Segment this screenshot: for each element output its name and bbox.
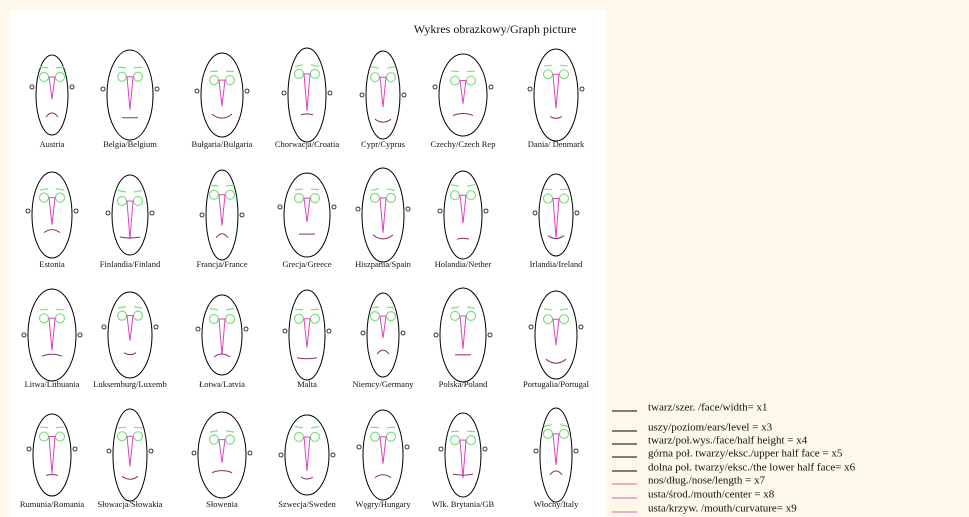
eyebrow	[295, 309, 303, 310]
eyebrow	[311, 309, 319, 310]
face-label: Polska/Poland	[439, 379, 488, 389]
face-label: Estonia	[39, 259, 65, 269]
page: {"title": "Wykres obrazkowy/Graph pictur…	[0, 0, 969, 517]
eyebrow	[118, 67, 126, 68]
eyebrow	[371, 427, 379, 428]
eyebrow	[40, 309, 48, 310]
eyebrow	[40, 427, 48, 428]
face-label: Wlk. Brytania/GB	[432, 499, 495, 509]
eyebrow	[295, 189, 303, 190]
face-label: Portugalia/Portugal	[523, 379, 590, 389]
eyebrow	[544, 65, 552, 66]
face-label: Włochy/Italy	[534, 499, 580, 509]
face-label: Belgia/Belgium	[103, 139, 157, 149]
face-label: Austria	[39, 139, 64, 149]
legend-label: uszy/poziom/ears/level = x3	[648, 422, 773, 434]
face-label: Czechy/Czech Rep	[431, 139, 496, 149]
face-label: Grecja/Greece	[282, 259, 331, 269]
eyebrow	[226, 71, 234, 72]
legend-label: twarz/szer. /face/width= x1	[648, 402, 768, 414]
face-label: Luksemburg/Luxemb	[93, 379, 167, 389]
legend-label: usta/krzyw. /mouth/curvature= x9	[648, 503, 797, 515]
eyebrow	[134, 67, 142, 68]
eyebrow	[560, 65, 568, 66]
face-label: Dania/ Denmark	[528, 139, 585, 149]
eyebrow	[118, 427, 126, 428]
eyebrow	[451, 71, 459, 72]
face-label: Słowenia	[206, 499, 238, 509]
eyebrow	[467, 71, 475, 72]
face-label: Węgry/Hungary	[355, 499, 411, 509]
eyebrow	[387, 427, 395, 428]
legend-label: dolna poł. twarzy/eksc./the lower half f…	[648, 462, 856, 474]
eyebrow	[56, 309, 64, 310]
title: Wykres obrazkowy/Graph picture	[414, 22, 577, 36]
legend-label: nos/dług./nose/length = x7	[648, 475, 766, 487]
eyebrow	[56, 427, 64, 428]
legend-label: górna poł. twarzy/eksc./upper half face …	[648, 448, 843, 460]
eyebrow	[467, 431, 475, 432]
face-label: Hiszpania/Spain	[355, 259, 411, 269]
face-label: Francja/France	[197, 259, 248, 269]
face-label: Litwa/Lithuania	[25, 379, 80, 389]
eyebrow	[451, 431, 459, 432]
eyebrow	[371, 307, 379, 308]
legend-label: usta/środ./mouth/center = x8	[648, 489, 775, 501]
eyebrow	[210, 185, 218, 186]
eyebrow	[226, 185, 234, 186]
eyebrow	[134, 427, 142, 428]
face-label: Malta	[297, 379, 317, 389]
face-label: Rumunia/Romania	[20, 499, 84, 509]
face-label: Cypr/Cyprus	[361, 139, 405, 149]
face-label: Bułgaria/Bulgaria	[192, 139, 253, 149]
face-label: Irlandia/Ireland	[530, 259, 584, 269]
face-label: Chorwacja/Croatia	[275, 139, 339, 149]
face-label: Szwecja/Sweden	[278, 499, 336, 509]
eyebrow	[210, 71, 218, 72]
face-label: Słowacja/Słowakia	[97, 499, 162, 509]
face-label: Niemcy/Germany	[353, 379, 415, 389]
face-label: Finlandia/Finland	[100, 259, 161, 269]
eyebrow	[544, 189, 552, 190]
face-label: Holandia/Nether	[435, 259, 492, 269]
legend-label: twarz/poł.wys./face/half height = x4	[648, 435, 808, 447]
eyebrow	[387, 307, 395, 308]
eyebrow	[560, 189, 568, 190]
figure: Wykres obrazkowy/Graph picture Austria Be…	[0, 0, 969, 517]
eyebrow	[311, 189, 319, 190]
face-label: Łotwa/Latvia	[199, 379, 245, 389]
